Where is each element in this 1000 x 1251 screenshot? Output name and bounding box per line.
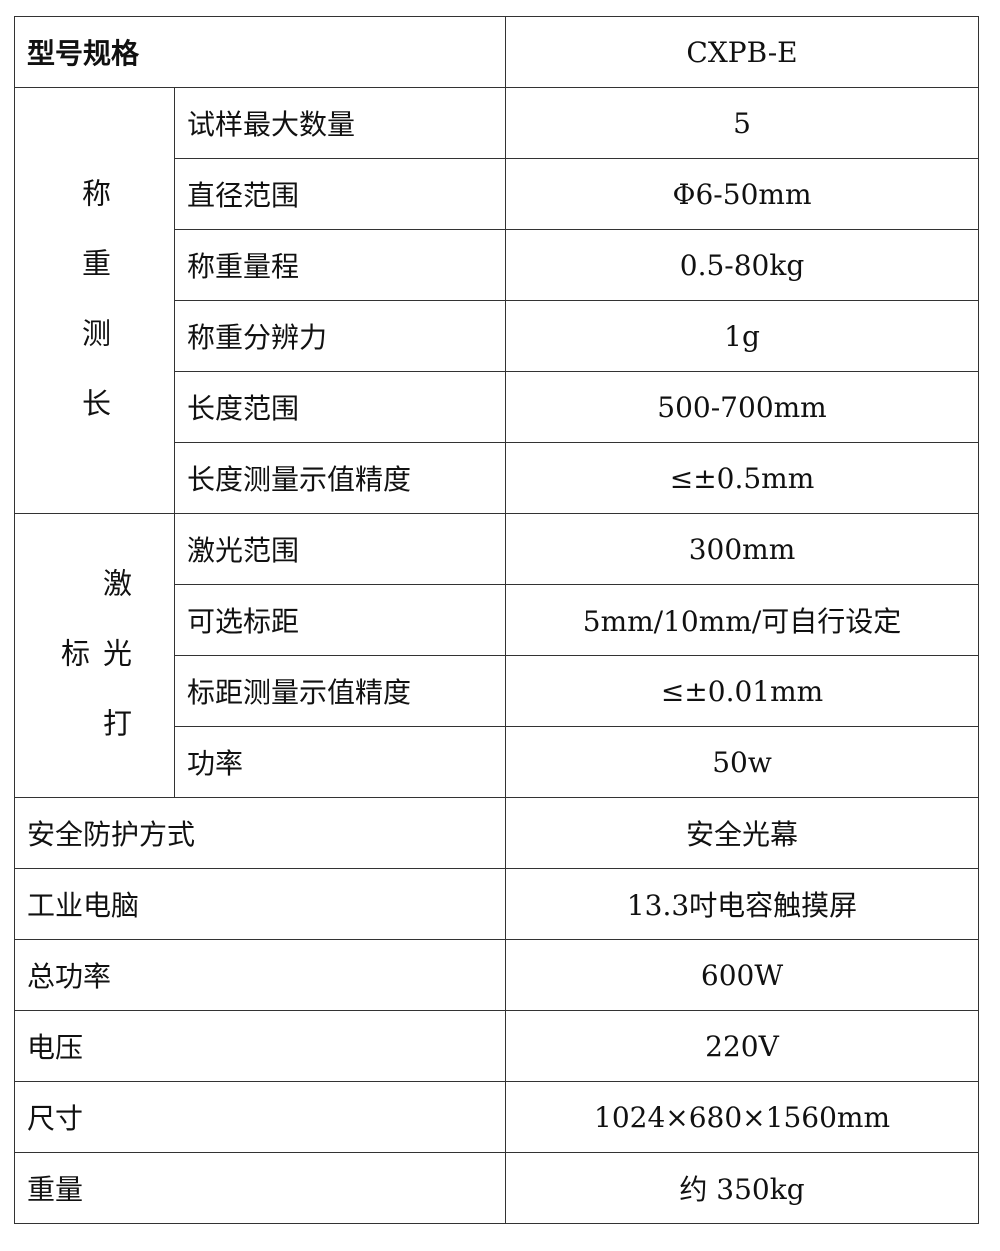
header-label: 型号规格 [13,16,507,88]
spec-label: 标距测量示值精度 [173,655,507,727]
spec-label: 功率 [173,726,507,798]
spec-value: ≤±0.5mm [505,442,980,514]
group-label: 激光打标 [56,567,133,778]
table-row: 工业电脑 13.3吋电容触摸屏 [13,868,980,940]
table-row: 重量约 350kg [13,1152,980,1224]
spec-value: ≤±0.01mm [505,655,980,727]
spec-value: 5 [505,87,980,159]
table-row: 长度测量示值精度 ≤±0.5mm [15,442,980,514]
spec-label: 工业电脑 [13,868,507,940]
spec-label: 称重量程 [173,229,507,301]
spec-value: 300mm [505,513,980,585]
spec-label: 试样最大数量 [173,87,507,159]
spec-value: 600W [505,939,980,1011]
spec-label: 长度范围 [173,371,507,443]
spec-value: 约 350kg [505,1152,980,1224]
spec-value: 安全光幕 [505,797,980,869]
group-label-cell: 称重测长 [14,87,175,514]
spec-value: 1024×680×1560mm [505,1081,980,1153]
table-row: 安全防护方式 安全光幕 [13,797,980,869]
spec-label: 激光范围 [173,513,507,585]
table-row: 总功率 600W [13,939,980,1011]
spec-label: 安全防护方式 [13,797,507,869]
table-row: 可选标距 5mm/10mm/可自行设定 [15,584,980,656]
table-row: 标距测量示值精度 ≤±0.01mm [15,655,980,727]
spec-label: 尺寸 [13,1081,507,1153]
table-row-header: 型号规格 CXPB-E [13,16,980,88]
table-row: 直径范围 Φ6-50mm [15,158,980,230]
spec-label: 重量 [13,1152,507,1224]
group-label: 称重测长 [77,177,112,458]
group-label-cell: 激光打标 [14,513,175,798]
spec-label: 称重分辨力 [173,300,507,372]
header-value: CXPB-E [505,16,980,88]
table-row: 激光打标 激光范围 300mm [14,513,980,798]
spec-value: 0.5-80kg [505,229,980,301]
spec-label: 长度测量示值精度 [173,442,507,514]
table-row: 功率 50w [15,726,980,798]
table-row: 称重分辨力 1g [15,300,980,372]
spec-value: Φ6-50mm [505,158,980,230]
spec-value: 220V [505,1010,980,1082]
spec-label: 直径范围 [173,158,507,230]
table-row: 电压 220V [13,1010,980,1082]
spec-value: 13.3吋电容触摸屏 [505,868,980,940]
spec-value: 1g [505,300,980,372]
spec-value: 500-700mm [505,371,980,443]
spec-label: 可选标距 [173,584,507,656]
spec-table: 型号规格 CXPB-E 称重测长 试样最大数量 5 直径范围 Φ6-50mm 称重量程 0.… [13,16,980,1224]
spec-value: 50w [505,726,980,798]
spec-label: 电压 [13,1010,507,1082]
table-row: 称重测长 试样最大数量 5 [14,87,980,514]
spec-label: 总功率 [13,939,507,1011]
table-row: 尺寸 1024×680×1560mm [13,1081,980,1153]
spec-value: 5mm/10mm/可自行设定 [505,584,980,656]
